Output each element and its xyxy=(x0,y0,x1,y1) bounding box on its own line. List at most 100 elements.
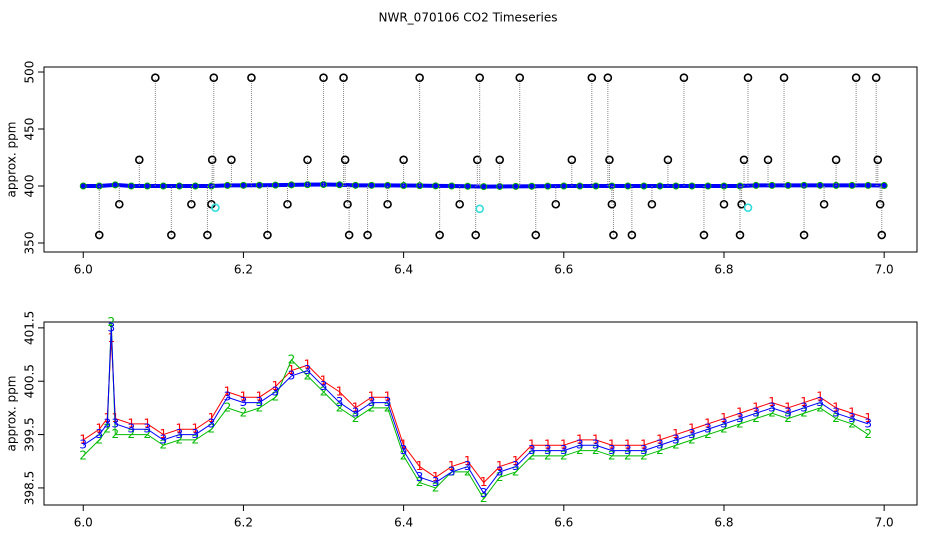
point xyxy=(871,73,881,83)
chart-title: NWR_070106 CO2 Timeseries xyxy=(379,11,558,25)
point-marker: 2 xyxy=(272,390,280,404)
point-marker: 3 xyxy=(107,320,115,334)
point-marker: 3 xyxy=(95,427,103,441)
point xyxy=(607,199,617,209)
point-marker: 2 xyxy=(143,427,151,441)
point-marker: 3 xyxy=(448,464,456,478)
y-tick-label: 398.5 xyxy=(23,471,37,505)
point xyxy=(435,230,444,240)
point-marker: 3 xyxy=(79,438,87,452)
point-marker: 3 xyxy=(464,459,472,473)
x-tick-label: 6.6 xyxy=(554,516,573,530)
point-marker: 2 xyxy=(79,448,87,462)
point xyxy=(873,155,883,165)
point xyxy=(363,230,372,240)
point-marker: 3 xyxy=(656,438,664,452)
point-marker: 3 xyxy=(688,427,696,441)
point xyxy=(475,73,484,83)
point-marker: 3 xyxy=(624,443,632,457)
point-marker: 2 xyxy=(496,470,504,484)
point-marker: 3 xyxy=(608,443,616,457)
point-marker: 2 xyxy=(240,406,248,420)
point xyxy=(255,181,263,189)
point-marker: 1 xyxy=(176,422,184,436)
point xyxy=(475,204,484,214)
point-marker: 1 xyxy=(848,406,856,420)
point-marker: 2 xyxy=(784,411,792,425)
point xyxy=(352,181,360,189)
point xyxy=(283,199,292,209)
point-marker: 2 xyxy=(160,438,168,452)
point-marker: 3 xyxy=(480,486,488,500)
point-marker: 3 xyxy=(336,395,344,409)
x-tick-label: 7.0 xyxy=(875,263,894,277)
x-tick-label: 6.8 xyxy=(714,263,733,277)
point xyxy=(399,155,408,165)
point-marker: 3 xyxy=(103,416,111,430)
point-marker: 2 xyxy=(736,416,744,430)
point-marker: 2 xyxy=(560,448,568,462)
point xyxy=(800,181,808,189)
point xyxy=(528,182,536,190)
point xyxy=(472,155,482,165)
point-marker: 2 xyxy=(624,448,632,462)
point-marker: 2 xyxy=(672,438,680,452)
point xyxy=(223,181,231,189)
point-marker: 3 xyxy=(528,443,536,457)
y-tick-label: 399.5 xyxy=(23,417,37,451)
point xyxy=(735,230,745,240)
point-marker: 2 xyxy=(304,368,312,382)
point-marker: 2 xyxy=(336,400,344,414)
point-marker: 1 xyxy=(464,454,472,468)
point-marker: 2 xyxy=(848,416,856,430)
point xyxy=(567,155,577,165)
point-marker: 3 xyxy=(736,411,744,425)
point-marker: 1 xyxy=(816,390,824,404)
point-marker: 2 xyxy=(720,422,728,436)
series-line xyxy=(82,338,869,484)
series-line xyxy=(82,322,869,500)
point-marker: 1 xyxy=(432,470,440,484)
point-marker: 2 xyxy=(512,464,520,478)
point-marker: 1 xyxy=(528,438,536,452)
point-marker: 3 xyxy=(192,427,200,441)
point xyxy=(167,230,176,240)
point xyxy=(175,182,183,190)
point-marker: 1 xyxy=(480,475,488,489)
point xyxy=(743,73,753,83)
point-marker: 2 xyxy=(528,448,536,462)
point-marker: 3 xyxy=(576,438,584,452)
point xyxy=(247,73,256,83)
point-marker: 1 xyxy=(368,390,376,404)
point xyxy=(609,230,618,240)
point-marker: 1 xyxy=(832,400,840,414)
point-marker: 3 xyxy=(496,464,504,478)
point-marker: 1 xyxy=(384,390,392,404)
point-marker: 2 xyxy=(800,406,808,420)
plot-frame xyxy=(43,66,918,253)
x-tick-label: 6.2 xyxy=(234,263,253,277)
point xyxy=(752,181,760,189)
point-marker: 2 xyxy=(544,448,552,462)
point xyxy=(779,73,789,83)
point-marker: 2 xyxy=(352,411,360,425)
point-marker: 3 xyxy=(368,395,376,409)
point-marker: 3 xyxy=(560,443,568,457)
point-marker: 1 xyxy=(736,406,744,420)
point-marker: 3 xyxy=(224,390,232,404)
point xyxy=(737,199,746,209)
point xyxy=(339,73,348,83)
point-marker: 3 xyxy=(544,443,552,457)
point xyxy=(880,182,888,190)
point-marker: 1 xyxy=(336,384,344,398)
point-marker: 1 xyxy=(496,459,504,473)
y-axis-label: approx. ppm xyxy=(5,122,19,198)
series-line xyxy=(82,327,869,495)
point xyxy=(384,181,392,189)
point xyxy=(191,182,199,190)
point xyxy=(464,182,472,190)
point-marker: 1 xyxy=(624,438,632,452)
point-marker: 2 xyxy=(368,400,376,414)
point-marker: 1 xyxy=(272,379,280,393)
point-marker: 3 xyxy=(176,427,184,441)
